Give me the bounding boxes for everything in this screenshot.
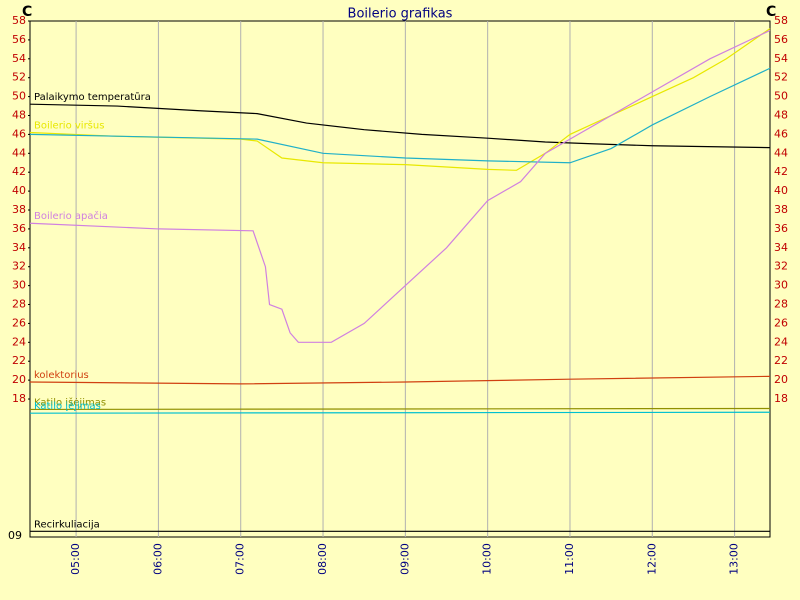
y-tick-label-right: 40 — [774, 184, 788, 197]
y-tick-label: 32 — [12, 260, 26, 273]
x-tick-label: 13:00 — [728, 543, 741, 575]
y-tick-label-right: 24 — [774, 335, 788, 348]
y-tick-label-right: 48 — [774, 109, 788, 122]
y-tick-label: 28 — [12, 298, 26, 311]
y-tick-label-right: 50 — [774, 90, 788, 103]
y-tick-label-right: 36 — [774, 222, 788, 235]
corner-label: 09 — [8, 529, 22, 542]
y-tick-label: 40 — [12, 184, 26, 197]
series-line — [29, 103, 771, 149]
y-tick-label-right: 30 — [774, 279, 788, 292]
x-tick-label: 06:00 — [151, 543, 164, 575]
y-tick-label: 44 — [12, 146, 26, 159]
y-tick-label: 56 — [12, 33, 26, 46]
y-tick-label-right: 18 — [774, 392, 788, 405]
y-tick-label-right: 22 — [774, 354, 788, 367]
y-tick-label: 26 — [12, 316, 26, 329]
legend-label: Palaikymo temperatūra — [34, 92, 151, 103]
legend-label: Recirkuliacija — [34, 519, 100, 530]
legend-label: Boilerio viršus — [34, 120, 104, 132]
y-tick-label: 24 — [12, 335, 26, 348]
legend-label: Katilo įėjimas — [34, 401, 101, 412]
series-line — [29, 29, 771, 343]
x-tick-label: 07:00 — [234, 543, 247, 575]
y-tick-label: 38 — [12, 203, 26, 216]
y-tick-label: 46 — [12, 127, 26, 140]
y-tick-label: 42 — [12, 165, 26, 178]
x-tick-label: 10:00 — [481, 543, 494, 575]
y-tick-label: 50 — [12, 90, 26, 103]
y-tick-label: 20 — [12, 373, 26, 386]
y-tick-label: 22 — [12, 354, 26, 367]
series-line — [29, 411, 771, 414]
y-tick-label-right: 44 — [774, 146, 788, 159]
y-tick-label: 54 — [12, 52, 26, 65]
y-tick-label: 36 — [12, 222, 26, 235]
x-tick-label: 12:00 — [645, 543, 658, 575]
y-tick-label-right: 32 — [774, 260, 788, 273]
chart-title: Boilerio grafikas — [348, 7, 453, 22]
y-tick-label: 34 — [12, 241, 26, 254]
y-tick-label: 58 — [12, 14, 26, 27]
y-tick-label-right: 54 — [774, 52, 788, 65]
y-tick-label-right: 26 — [774, 316, 788, 329]
y-tick-label-right: 20 — [774, 373, 788, 386]
y-tick-label-right: 28 — [774, 298, 788, 311]
x-tick-label: 09:00 — [398, 543, 411, 575]
y-tick-label: 52 — [12, 71, 26, 84]
y-unit-right: C — [766, 4, 776, 20]
series-line — [29, 28, 771, 171]
series-line — [29, 375, 771, 385]
y-tick-label-right: 42 — [774, 165, 788, 178]
y-tick-label: 18 — [12, 392, 26, 405]
x-tick-label: 08:00 — [316, 543, 329, 575]
legend-label: kolektorius — [34, 370, 89, 381]
y-unit-left: C — [22, 4, 32, 20]
legend-label: Katilo išėjimas — [34, 396, 106, 408]
x-tick-label: 11:00 — [563, 543, 576, 575]
y-tick-label: 30 — [12, 279, 26, 292]
plot-frame — [29, 20, 771, 538]
y-tick-label-right: 34 — [774, 241, 788, 254]
series-line — [29, 67, 771, 164]
y-tick-label-right: 56 — [774, 33, 788, 46]
y-tick-label-right: 58 — [774, 14, 788, 27]
y-tick-label-right: 46 — [774, 127, 788, 140]
y-tick-label: 48 — [12, 109, 26, 122]
series-line — [29, 407, 771, 411]
x-tick-label: 05:00 — [69, 543, 82, 575]
y-tick-label-right: 38 — [774, 203, 788, 216]
y-tick-label-right: 52 — [774, 71, 788, 84]
legend-label: Boilerio apačia — [34, 210, 108, 222]
